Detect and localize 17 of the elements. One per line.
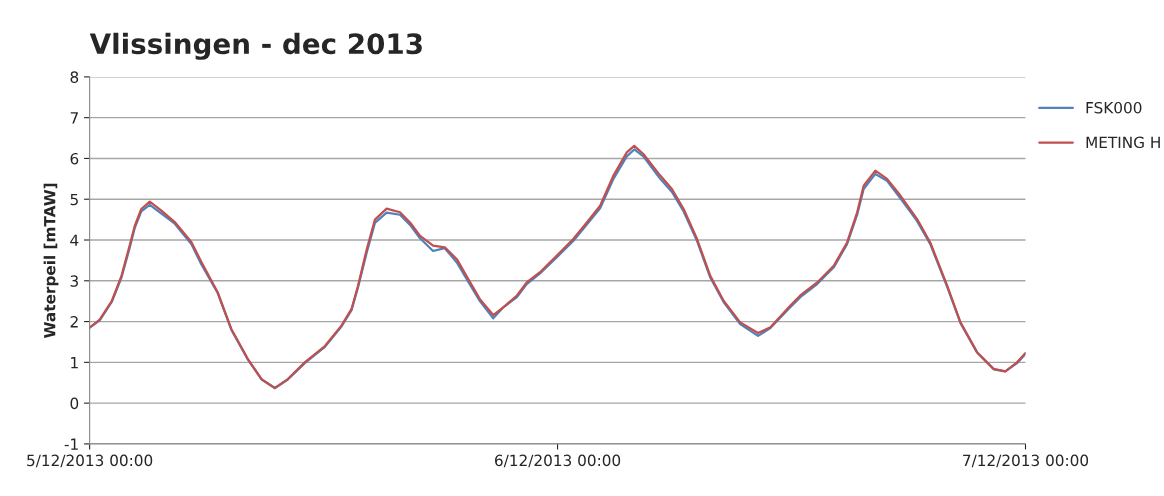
x-tick-label: 5/12/2013 00:00 [27,454,153,468]
x-tick-label: 6/12/2013 00:00 [495,454,621,468]
y-axis-title: Waterpeil [mTAW] [43,183,59,338]
chart-title: Vlissingen - dec 2013 [89,32,422,60]
y-tick-label: 4 [70,234,79,246]
y-tick-label: 2 [70,316,78,328]
y-tick-label: 7 [70,112,78,124]
y-tick-label: 0 [70,397,79,410]
x-tick-label: 7/12/2013 00:00 [963,454,1089,468]
legend-label: METING H [1086,136,1160,149]
legend-label: FSK000 [1086,101,1142,114]
y-tick-label: 3 [70,275,78,287]
y-tick-label: 6 [70,152,79,165]
y-tick-label: 8 [70,71,79,83]
y-tick-label: 1 [71,357,78,369]
y-tick-label: -1 [64,438,78,450]
y-tick-label: 5 [70,193,78,206]
